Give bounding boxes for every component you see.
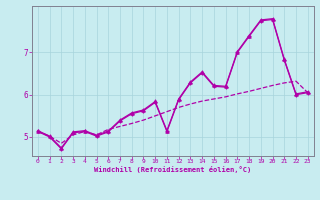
X-axis label: Windchill (Refroidissement éolien,°C): Windchill (Refroidissement éolien,°C): [94, 166, 252, 173]
